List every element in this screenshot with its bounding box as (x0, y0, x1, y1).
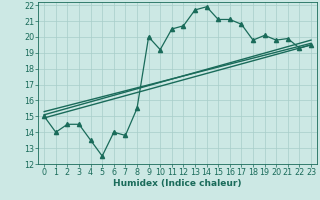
X-axis label: Humidex (Indice chaleur): Humidex (Indice chaleur) (113, 179, 242, 188)
